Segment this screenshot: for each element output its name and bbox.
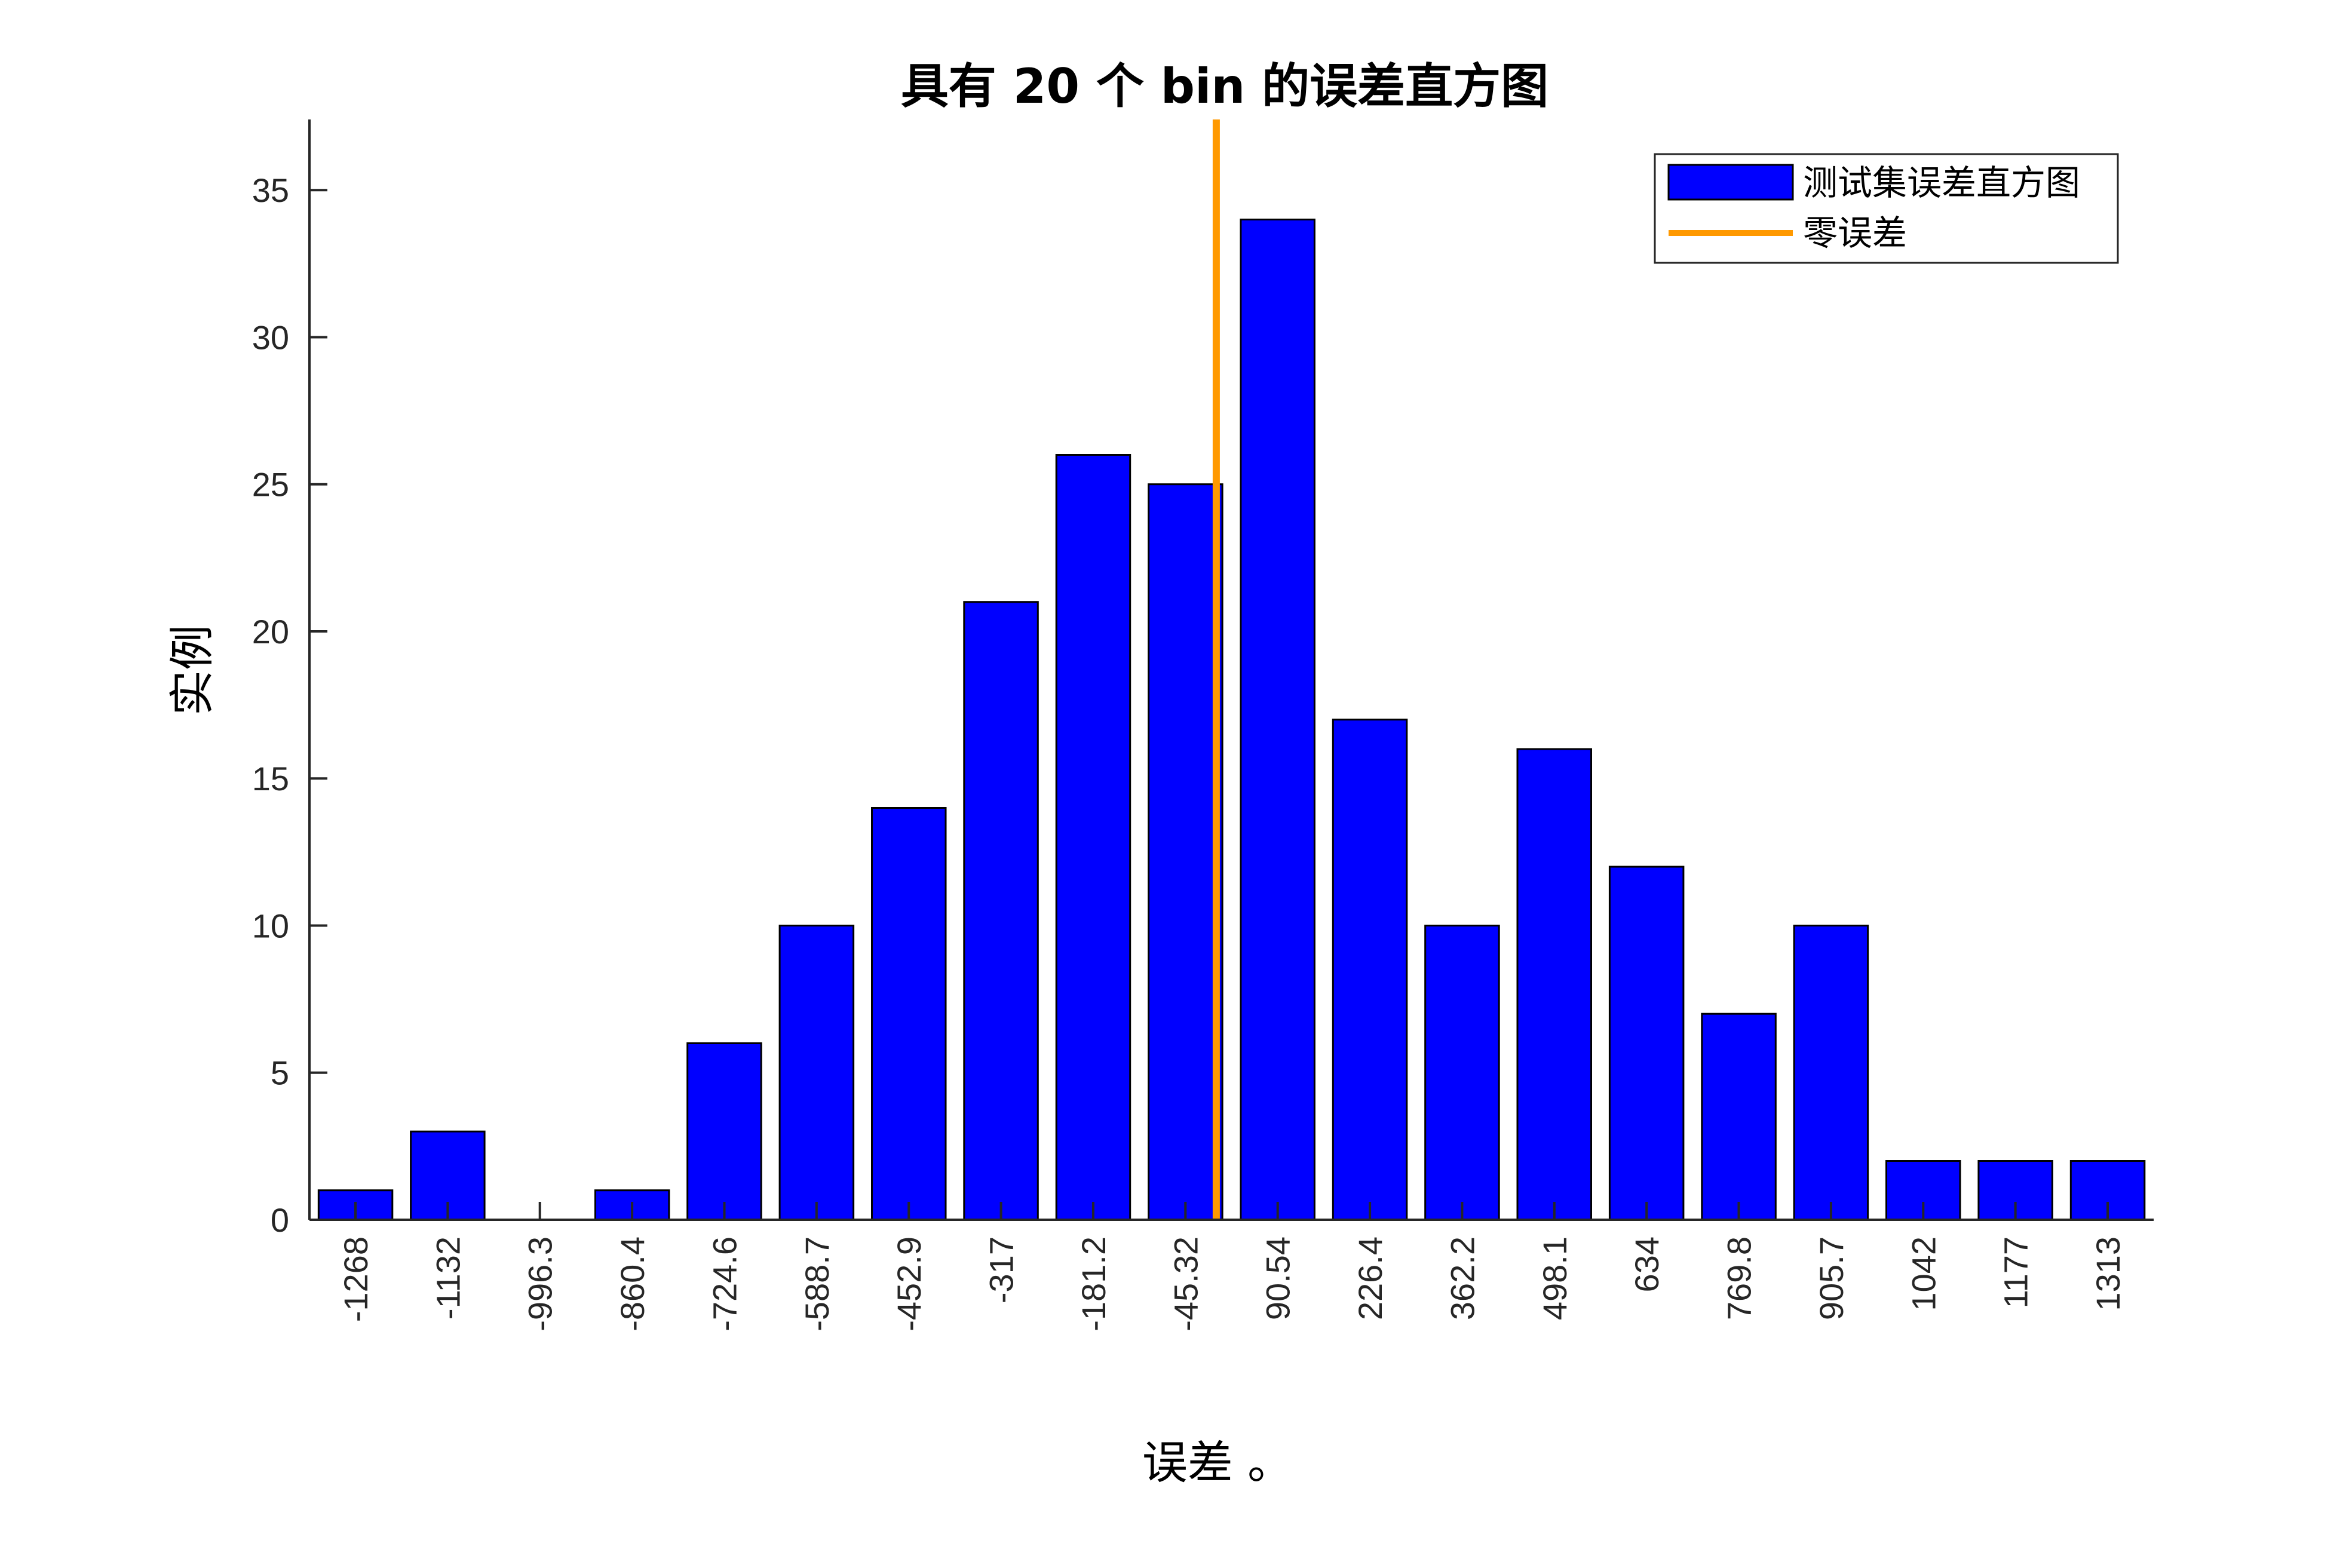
x-tick-label-7: -317 — [983, 1236, 1020, 1303]
y-tick-label-6: 30 — [252, 319, 289, 357]
x-axis-label: 误差 。 — [1142, 1436, 1293, 1489]
y-axis-label: 实例 — [165, 625, 219, 716]
bar-16 — [1793, 925, 1869, 1221]
bar-9 — [1148, 483, 1223, 1221]
y-tick-label-1: 5 — [271, 1054, 289, 1092]
x-tick-label-4: -724.6 — [706, 1236, 744, 1331]
x-tick-label-19: 1313 — [2089, 1236, 2127, 1311]
bar-6 — [871, 807, 947, 1221]
x-tick-label-12: 362.2 — [1443, 1236, 1481, 1320]
bar-7 — [963, 601, 1039, 1221]
bar-8 — [1055, 454, 1131, 1221]
x-tick-label-1: -1132 — [429, 1236, 467, 1320]
y-tick-label-2: 10 — [252, 907, 289, 945]
bar-10 — [1240, 219, 1315, 1221]
y-ticks: 0 5 10 15 20 25 30 35 — [252, 171, 327, 1239]
y-tick-label-0: 0 — [271, 1201, 289, 1239]
bar-12 — [1424, 925, 1500, 1221]
y-tick-label-4: 20 — [252, 613, 289, 650]
x-tick-label-11: 226.4 — [1351, 1236, 1389, 1320]
bar-15 — [1701, 1012, 1777, 1221]
legend-bar-swatch — [1667, 164, 1794, 201]
x-tick-label-5: -588.7 — [798, 1236, 836, 1331]
x-ticks: -1268 -1132 -996.3 -860.4 -724.6 -588.7 -452.9… — [337, 1202, 2127, 1331]
x-tick-label-6: -452.9 — [890, 1236, 928, 1331]
x-tick-label-13: 498.1 — [1536, 1236, 1574, 1320]
bar-14 — [1608, 866, 1685, 1221]
x-tick-label-3: -860.4 — [614, 1236, 651, 1331]
x-tick-label-18: 1177 — [1997, 1236, 2035, 1308]
bar-series — [317, 219, 2146, 1221]
x-tick-label-10: 90.54 — [1259, 1236, 1297, 1320]
legend-bar-label: 测试集误差直方图 — [1803, 162, 2080, 203]
bar-4 — [686, 1042, 762, 1221]
y-tick-label-5: 25 — [252, 466, 289, 504]
x-tick-label-0: -1268 — [337, 1236, 375, 1322]
x-tick-label-15: 769.8 — [1721, 1236, 1758, 1320]
y-tick-label-7: 35 — [252, 171, 289, 209]
legend: 测试集误差直方图 零误差 — [1654, 153, 2119, 264]
y-tick-label-3: 15 — [252, 760, 289, 797]
x-tick-label-17: 1042 — [1905, 1236, 1942, 1311]
bar-13 — [1516, 748, 1592, 1221]
x-tick-label-9: -45.32 — [1167, 1236, 1204, 1331]
x-tick-label-2: -996.3 — [522, 1236, 559, 1331]
x-tick-label-14: 634 — [1628, 1236, 1666, 1292]
chart-title: 具有 20 个 bin 的误差直方图 — [901, 59, 1548, 114]
x-tick-label-8: -181.2 — [1075, 1236, 1112, 1331]
bar-5 — [778, 925, 855, 1221]
legend-line-label: 零误差 — [1803, 213, 1907, 253]
x-tick-label-16: 905.7 — [1813, 1236, 1850, 1320]
bar-11 — [1332, 719, 1408, 1221]
axes — [308, 119, 2154, 1221]
